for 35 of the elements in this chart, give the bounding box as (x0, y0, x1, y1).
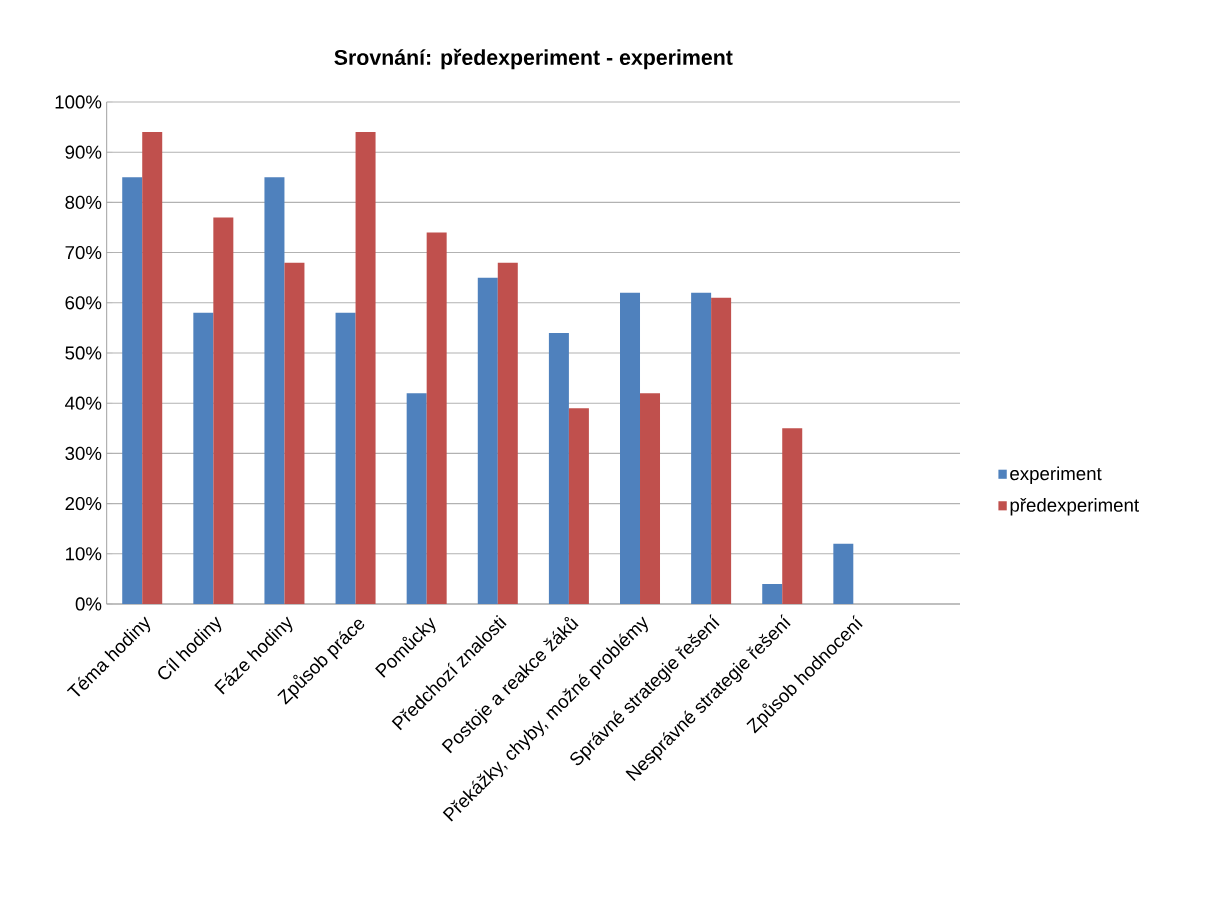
bar (142, 132, 163, 604)
y-tick-label: 50% (65, 346, 102, 360)
y-tick-label: 60% (65, 296, 102, 310)
bar (620, 292, 641, 604)
bar (548, 332, 569, 604)
y-tick-label: 20% (65, 496, 102, 511)
bar (264, 177, 285, 604)
y-tick-label: 10% (66, 547, 102, 561)
bar (568, 408, 589, 604)
bar (711, 297, 732, 604)
bar (477, 277, 498, 604)
y-tick-label: 80% (65, 195, 102, 210)
bar (193, 312, 214, 604)
bar (762, 583, 783, 604)
bar (406, 393, 427, 604)
y-tick-label: 100% (55, 95, 102, 109)
y-tick-label: 30% (65, 446, 102, 461)
bar (355, 132, 376, 604)
bar (284, 262, 305, 604)
y-tick-label: 0% (75, 597, 102, 611)
bar (640, 393, 661, 604)
bar (833, 543, 854, 604)
bar (122, 177, 143, 604)
bar (213, 217, 234, 604)
bar (497, 262, 518, 604)
bar (782, 428, 803, 604)
bar (335, 312, 356, 604)
y-tick-label: 90% (65, 145, 102, 159)
y-tick-label: 70% (65, 245, 102, 260)
legend-label: předexperiment (1010, 498, 1139, 516)
chart-title: Srovnání: předexperiment - experiment (334, 48, 733, 70)
legend-label: experiment (1010, 466, 1102, 484)
bar (691, 292, 712, 604)
bar (426, 232, 447, 604)
y-tick-label: 40% (65, 396, 102, 410)
